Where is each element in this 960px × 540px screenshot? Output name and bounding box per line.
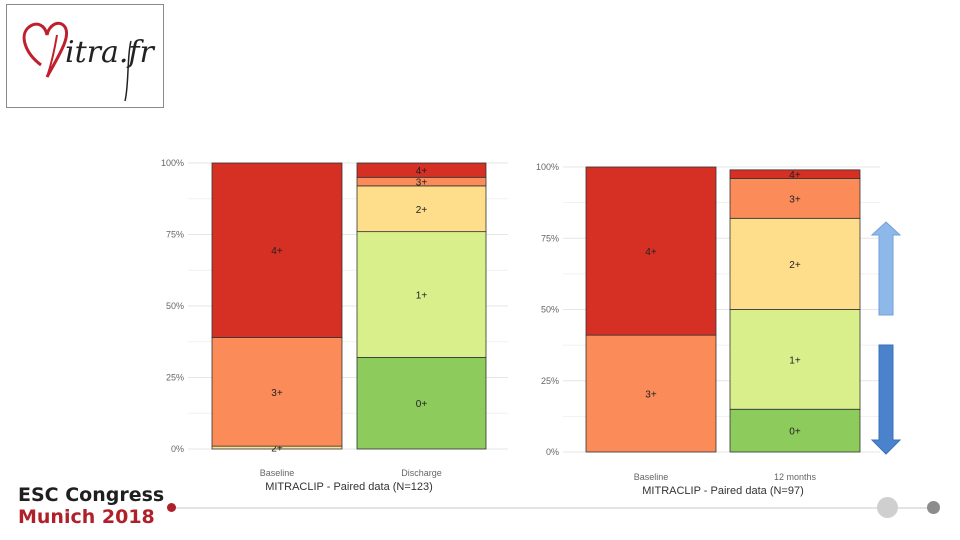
segment-data-label: 1+ — [789, 355, 801, 366]
x-category-label: Discharge — [401, 468, 442, 478]
x-category-label: Baseline — [634, 472, 669, 482]
bar-segment-4plus — [729, 169, 861, 179]
y-tick-label: 0% — [171, 444, 184, 454]
logo-text: itra.fr — [65, 35, 154, 70]
bar-segment-2plus — [356, 185, 487, 233]
chart-2: 0% 25% 50% 75% 100% 3+ 4+ Baseline 0+ 1+ 2+ 3+ 4+ 12 … — [536, 162, 880, 497]
conference-name: ESC Congress — [18, 484, 165, 506]
bar-segment-4plus — [356, 162, 487, 178]
nav-dot-large[interactable] — [877, 497, 898, 518]
y-tick-label: 25% — [541, 376, 559, 386]
bar-segment-1plus — [729, 309, 861, 410]
bar-segment-4plus — [211, 162, 343, 338]
bar-segment-0plus — [729, 408, 861, 453]
segment-data-label: 3+ — [645, 390, 657, 401]
x-category-label: Baseline — [260, 468, 295, 478]
segment-data-label: 4+ — [645, 247, 657, 258]
y-tick-label: 25% — [166, 373, 184, 383]
progress-dot-start — [167, 503, 176, 512]
bar-segment-4plus — [585, 166, 717, 336]
segment-data-label: 4+ — [271, 246, 283, 257]
arrow-down-icon — [870, 344, 902, 455]
x-axis-title: MITRACLIP - Paired data (N=123) — [265, 481, 433, 493]
y-tick-label: 0% — [546, 447, 559, 457]
bar-segment-1plus — [356, 231, 487, 358]
segment-data-label: 2+ — [789, 260, 801, 271]
segment-data-label: 0+ — [789, 427, 801, 438]
segment-data-label: 4+ — [789, 170, 801, 181]
bar-segment-3plus — [729, 177, 861, 219]
segment-data-label: 2+ — [416, 205, 428, 216]
segment-data-label: 4+ — [416, 166, 428, 177]
heart-logo-icon — [22, 21, 132, 102]
x-category-label: 12 months — [774, 472, 817, 482]
chart-1: 0%25%50%75%100%2+3+4+Baseline0+1+2+3+4+D… — [161, 158, 508, 493]
segment-data-label: 3+ — [271, 388, 283, 399]
mitra-logo: itra.fr — [6, 4, 164, 108]
y-tick-label: 100% — [161, 158, 184, 168]
conference-location: Munich 2018 — [18, 506, 155, 528]
footer-line — [176, 507, 928, 509]
y-tick-label: 50% — [166, 301, 184, 311]
y-tick-label: 75% — [541, 233, 559, 243]
bar-segment-0plus — [356, 357, 487, 450]
y-tick-label: 100% — [536, 162, 559, 172]
y-tick-label: 75% — [166, 230, 184, 240]
arrow-up-icon — [870, 221, 902, 316]
bar-segment-3plus — [211, 337, 343, 447]
segment-data-label: 0+ — [416, 399, 428, 410]
x-axis-title: MITRACLIP - Paired data (N=97) — [642, 485, 804, 497]
bar-segment-2plus — [729, 217, 861, 310]
segment-data-label: 2+ — [271, 444, 283, 455]
bar-segment-3plus — [585, 334, 717, 453]
segment-data-label: 3+ — [789, 194, 801, 205]
y-tick-label: 50% — [541, 305, 559, 315]
nav-dot-small[interactable] — [927, 501, 940, 514]
segment-data-label: 3+ — [416, 178, 428, 189]
segment-data-label: 1+ — [416, 291, 428, 302]
trend-arrows — [870, 221, 902, 455]
